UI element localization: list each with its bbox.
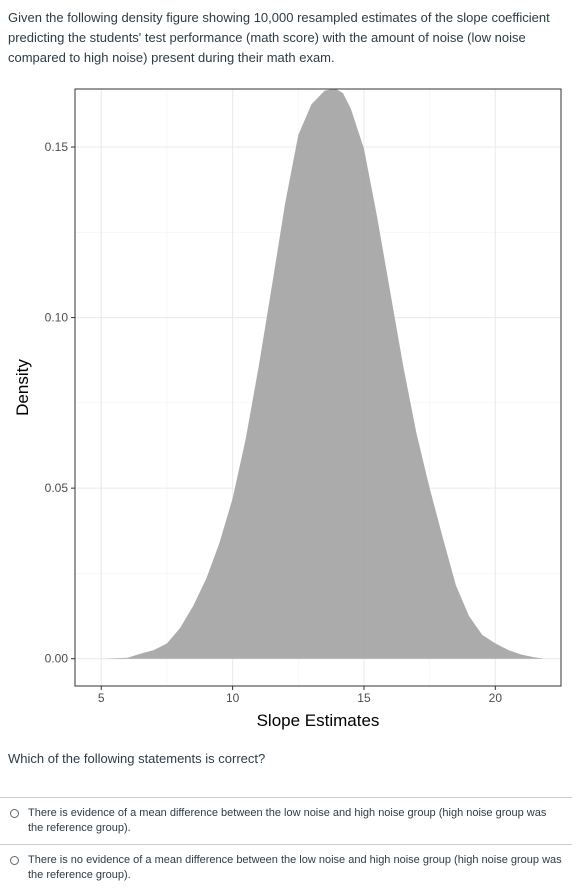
y-tick-label: 0.10 [45,311,69,325]
x-tick-label: 20 [489,691,503,705]
x-axis: 5 10 15 20 [98,686,502,705]
answer-label: There is evidence of a mean difference b… [28,807,547,834]
x-axis-label: Slope Estimates [257,711,380,730]
prompt-text: Which of the following statements is cor… [8,751,266,766]
y-tick-label: 0.15 [45,140,69,154]
density-chart: 0.00 0.05 0.10 0.15 5 10 15 20 Slope Estimates… [0,80,582,740]
density-chart-svg: 0.00 0.05 0.10 0.15 5 10 15 20 Slope Estimates… [13,88,562,730]
y-axis-label: Density [13,359,32,416]
y-tick-label: 0.00 [45,652,69,666]
radio-button[interactable] [10,809,19,818]
x-tick-label: 10 [226,691,240,705]
radio-button[interactable] [10,856,19,865]
plot-border [74,88,562,687]
y-tick-label: 0.05 [45,481,69,495]
answer-option-2[interactable]: There is no evidence of a mean differenc… [0,844,572,891]
answer-label: There is no evidence of a mean differenc… [28,854,562,881]
density-area [103,88,543,659]
y-axis: 0.00 0.05 0.10 0.15 [45,140,75,666]
answer-list: There is evidence of a mean difference b… [0,797,572,891]
answer-option-1[interactable]: There is evidence of a mean difference b… [0,797,572,844]
x-tick-label: 15 [357,691,371,705]
question-text: Given the following density figure showi… [8,10,550,65]
x-tick-label: 5 [98,691,105,705]
